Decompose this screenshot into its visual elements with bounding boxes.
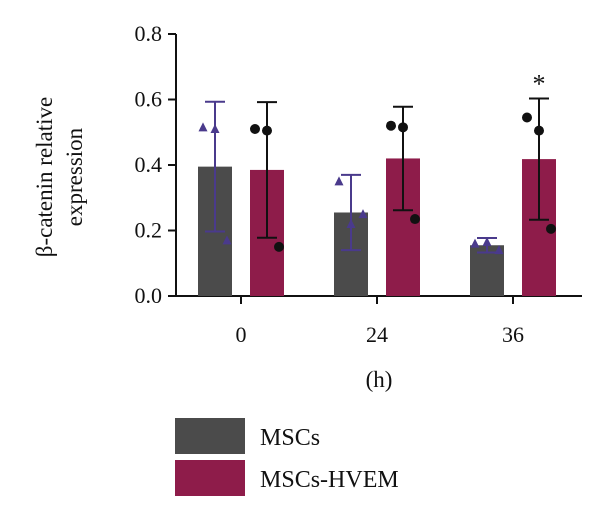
x-axis: 0 24 36 <box>176 295 582 347</box>
x-axis-title: (h) <box>366 367 393 392</box>
data-point-triangle <box>222 235 232 245</box>
legend: MSCs MSCs-HVEM <box>175 418 399 496</box>
legend-label: MSCs-HVEM <box>260 467 399 493</box>
data-point-triangle <box>198 122 208 132</box>
x-tick-label: 0 <box>236 322 247 347</box>
data-point-circle <box>274 241 284 252</box>
data-point-circle <box>250 123 260 134</box>
annotations: * <box>533 70 546 99</box>
legend-swatch-mscs-hvem <box>175 460 245 496</box>
data-point-circle <box>546 223 556 234</box>
data-point-circle <box>534 125 544 136</box>
y-tick-label: 0.4 <box>135 152 163 177</box>
y-axis: 0.0 0.2 0.4 0.6 0.8 <box>135 21 177 308</box>
significance-marker: * <box>533 70 546 99</box>
data-point-triangle <box>482 236 492 246</box>
y-tick-label: 0.0 <box>135 283 163 308</box>
data-point-circle <box>386 120 396 131</box>
y-axis-title-line: β-catenin relative <box>32 97 57 257</box>
bars <box>198 158 556 296</box>
y-tick-label: 0.8 <box>135 21 163 46</box>
data-point-triangle <box>470 238 480 248</box>
data-points <box>198 112 556 255</box>
y-tick-label: 0.6 <box>135 87 163 112</box>
data-point-circle <box>522 112 532 123</box>
error-bars <box>205 97 549 254</box>
data-point-triangle <box>210 123 220 133</box>
y-axis-title-line: expression <box>62 127 87 226</box>
y-tick-label: 0.2 <box>135 218 163 243</box>
legend-swatch-mscs <box>175 418 245 454</box>
data-point-triangle <box>334 176 344 186</box>
data-point-circle <box>410 214 420 225</box>
data-point-circle <box>398 122 408 133</box>
legend-label: MSCs <box>260 425 320 451</box>
data-point-triangle <box>494 245 504 255</box>
data-point-triangle <box>358 209 368 219</box>
x-tick-label: 36 <box>502 322 524 347</box>
y-axis-title-group: β-catenin relative expression <box>32 97 87 257</box>
data-point-triangle <box>346 218 356 228</box>
x-tick-label: 24 <box>366 322 388 347</box>
data-point-circle <box>262 125 272 136</box>
y-axis-title: β-catenin relative expression <box>32 97 87 257</box>
